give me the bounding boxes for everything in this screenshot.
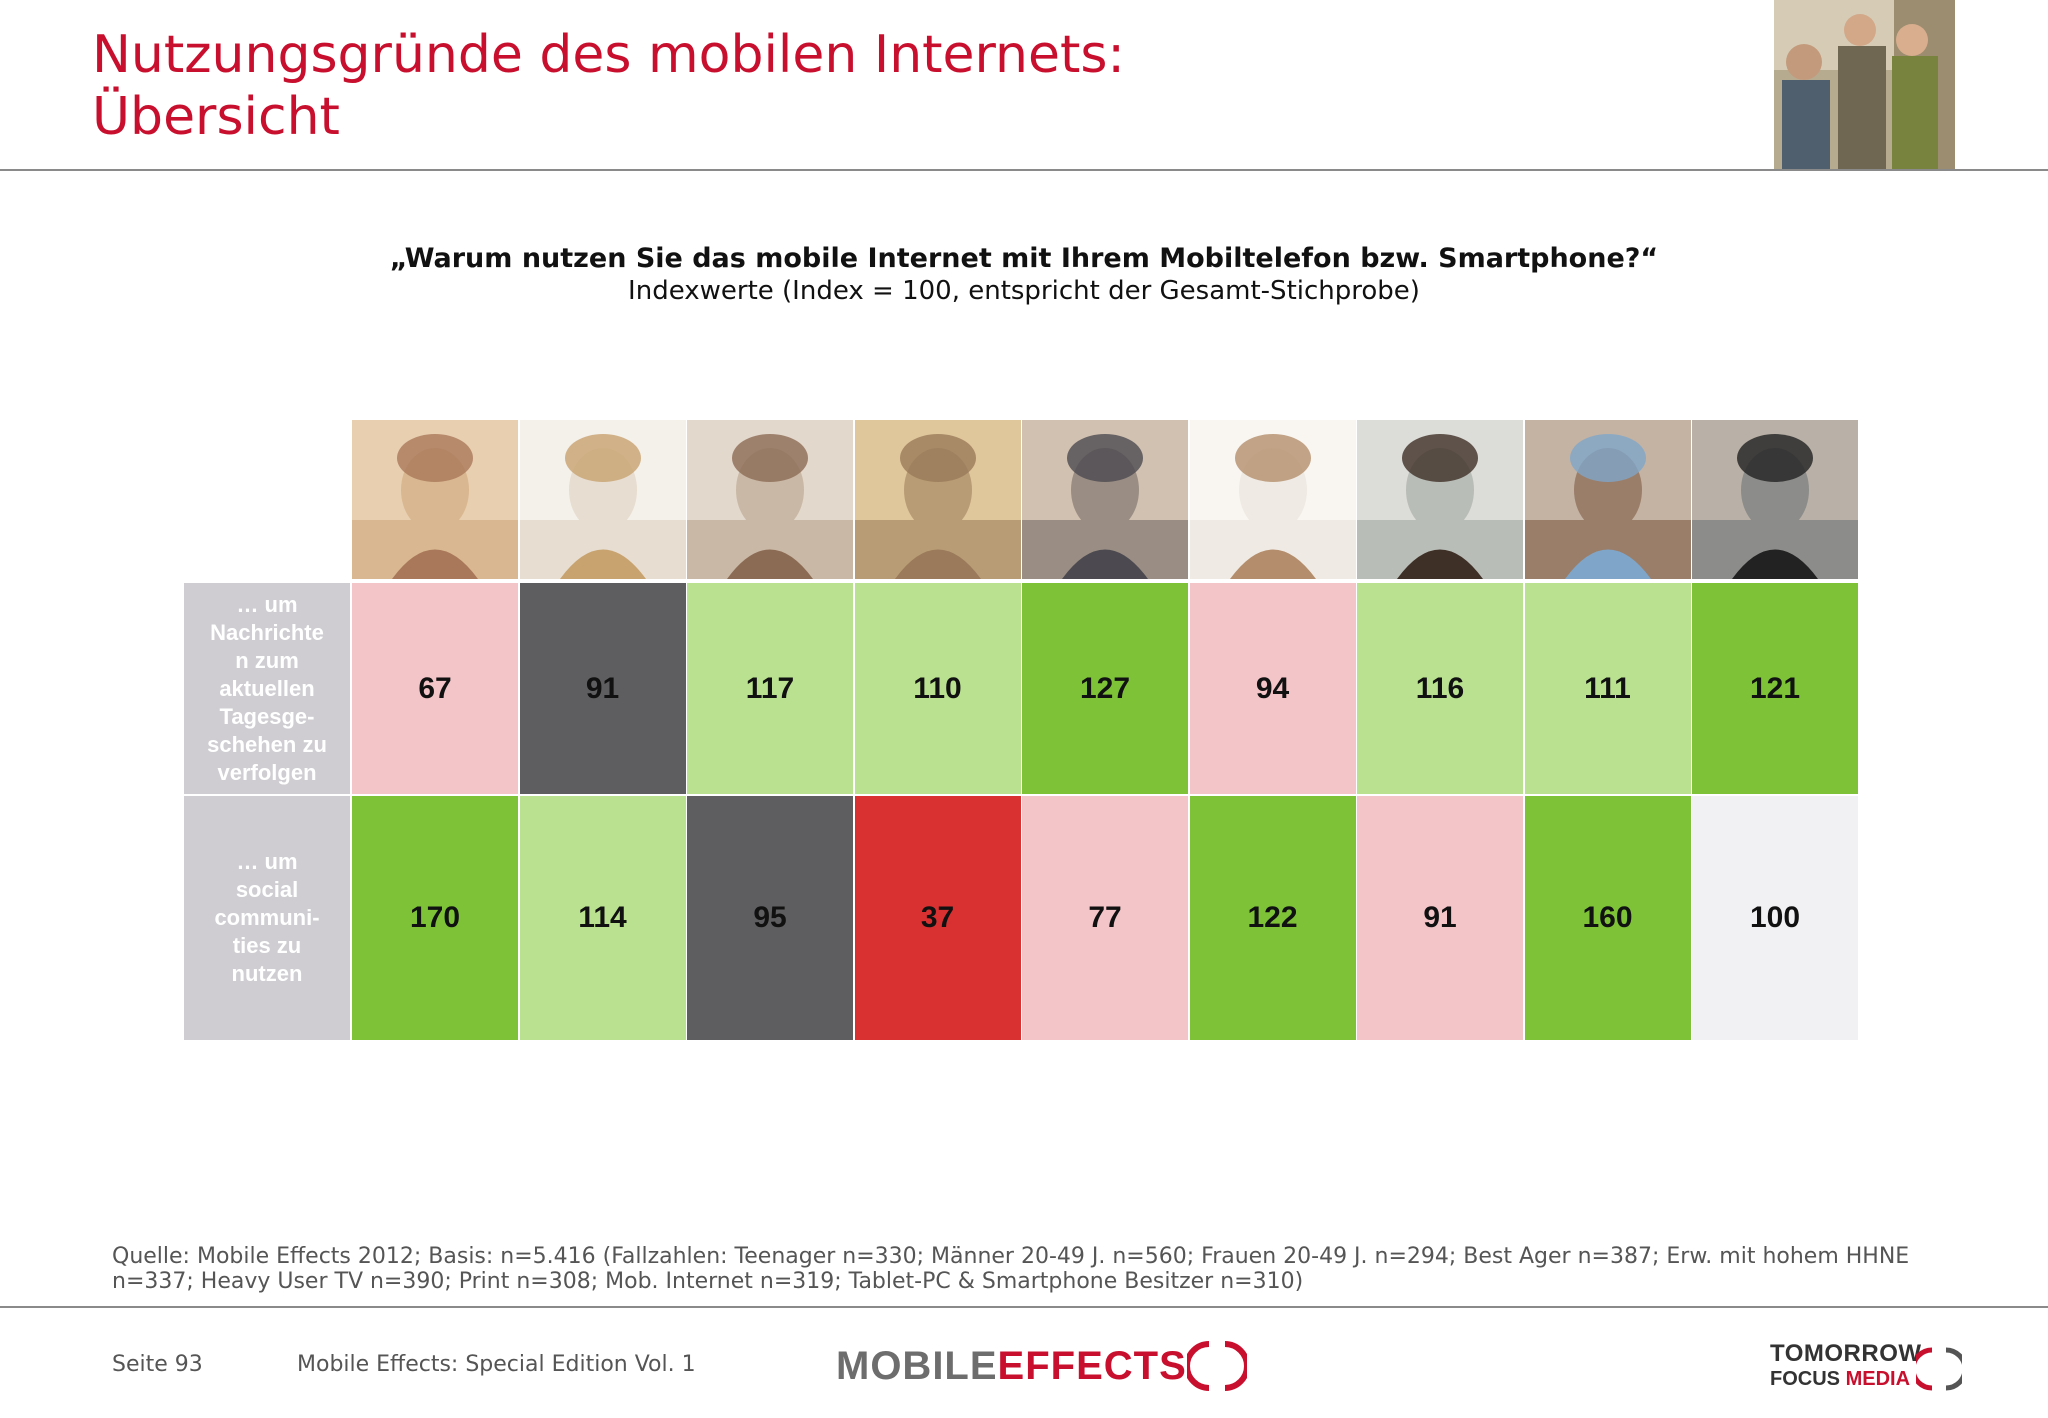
index-cell: 116 — [1357, 583, 1523, 794]
smartphone-owner-photo — [1692, 420, 1858, 579]
source-note: Quelle: Mobile Effects 2012; Basis: n=5.… — [112, 1244, 1910, 1294]
logo-effects-text: EFFECTS — [997, 1343, 1187, 1388]
logo-tomorrow-text: TOMORROW — [1770, 1340, 1922, 1367]
edition-label: Mobile Effects: Special Edition Vol. 1 — [297, 1352, 696, 1377]
title-line-2: Übersicht — [92, 87, 340, 147]
index-cell: 122 — [1189, 796, 1356, 1040]
index-cell: 67 — [352, 583, 518, 794]
index-cell: 110 — [854, 583, 1021, 794]
index-cell: 94 — [1189, 583, 1356, 794]
tv-viewer-photo — [1189, 420, 1356, 579]
footer-divider — [0, 1306, 2048, 1308]
businessman-photo — [1022, 420, 1188, 579]
tomorrow-focus-logo-mark — [1916, 1347, 1962, 1391]
row-label-2: … um social communi- ties zu nutzen — [184, 796, 350, 1040]
logo-mobile-text: MOBILE — [836, 1343, 998, 1388]
page-number: Seite 93 — [112, 1352, 203, 1377]
woman-photo — [519, 420, 686, 579]
index-cell: 117 — [687, 583, 853, 794]
chart-title: „Warum nutzen Sie das mobile Internet mi… — [389, 243, 1659, 274]
index-cell: 100 — [1692, 796, 1858, 1040]
tomorrow-focus-media-logo: TOMORROW FOCUS MEDIA — [1770, 1340, 1970, 1400]
index-cell: 95 — [687, 796, 853, 1040]
index-cell: 37 — [854, 796, 1021, 1040]
senior-couple-photo — [854, 420, 1021, 579]
index-cell: 170 — [352, 796, 518, 1040]
chart-subtitle: Indexwerte (Index = 100, entspricht der … — [628, 276, 1420, 306]
page-title: Nutzungsgründe des mobilen Internets: Üb… — [92, 24, 1125, 148]
logo-focus-text: FOCUS — [1770, 1368, 1840, 1390]
index-cell: 77 — [1022, 796, 1188, 1040]
logo-media-text: MEDIA — [1845, 1368, 1911, 1390]
index-cell: 127 — [1022, 583, 1188, 794]
index-cell: 121 — [1692, 583, 1858, 794]
title-line-1: Nutzungsgründe des mobilen Internets: — [92, 25, 1125, 85]
index-cell: 114 — [519, 796, 686, 1040]
teenager-girl-photo — [352, 420, 518, 579]
row-label-1: … um Nachrichte n zum aktuellen Tagesge-… — [184, 583, 350, 794]
tablet-user-photo — [1524, 420, 1691, 579]
mobile-effects-logo: MOBILE EFFECTS — [836, 1336, 1247, 1396]
title-divider — [0, 169, 2048, 171]
man-on-phone-photo — [687, 420, 853, 579]
mobile-effects-logo-mark — [1186, 1341, 1247, 1391]
index-cell: 91 — [1357, 796, 1523, 1040]
group-photo — [1774, 0, 1955, 169]
newspaper-reader-photo — [1357, 420, 1523, 579]
index-cell: 91 — [519, 583, 686, 794]
index-cell: 160 — [1524, 796, 1691, 1040]
index-cell: 111 — [1524, 583, 1691, 794]
